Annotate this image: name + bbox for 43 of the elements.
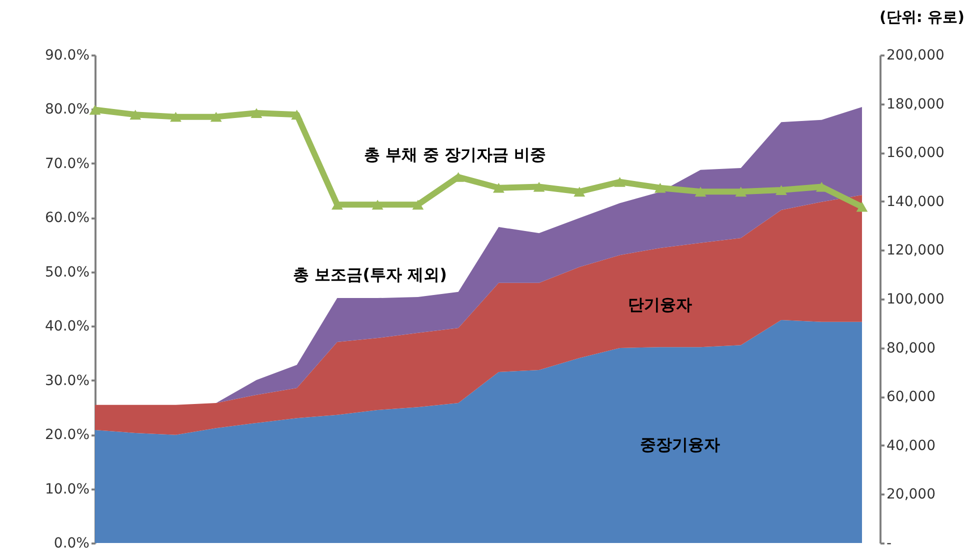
y-tick-label: 70.0%	[45, 156, 90, 172]
point	[574, 186, 586, 197]
series-label: 단기융자	[628, 295, 692, 314]
point	[412, 200, 424, 210]
y2-tick-label: 180,000	[886, 96, 944, 112]
point	[291, 110, 303, 120]
point	[533, 182, 545, 192]
y-tick-label: 30.0%	[45, 372, 90, 389]
y-tick-label: 90.0%	[45, 48, 90, 64]
point	[654, 182, 666, 193]
point	[735, 186, 747, 197]
y-tick-label: 10.0%	[45, 481, 90, 498]
point	[856, 202, 868, 212]
y-tick-label: 40.0%	[45, 318, 90, 335]
y2-tick-label: 100,000	[886, 292, 944, 308]
y2-tick-label: 160,000	[886, 145, 944, 162]
y2-tick-label: 200,000	[886, 48, 944, 64]
y2-tick-label: 120,000	[886, 242, 944, 259]
point	[614, 176, 626, 187]
text: (단위: 유로)	[880, 8, 964, 26]
point	[372, 200, 384, 210]
y2-tick-label: 40,000	[886, 438, 936, 454]
point	[210, 112, 222, 122]
y-tick-label: 20.0%	[45, 427, 90, 444]
y2-tick-label: 140,000	[886, 194, 944, 210]
y-tick-label: 0.0%	[54, 536, 90, 552]
y2-tick-label: 20,000	[886, 486, 936, 503]
point	[250, 108, 262, 118]
y2-tick-label: 60,000	[886, 389, 936, 406]
y-tick-label: 60.0%	[45, 210, 90, 226]
y2-tick-label: -	[886, 536, 892, 552]
point	[492, 182, 504, 193]
point	[776, 185, 787, 195]
y2-tick-label: 80,000	[886, 340, 936, 356]
point	[170, 112, 182, 122]
y-tick-label: 50.0%	[45, 264, 90, 280]
series-label: 중장기융자	[640, 435, 720, 454]
y-tick-label: 80.0%	[45, 102, 90, 118]
series-label: 총 부채 중 장기자금 비중	[364, 145, 546, 164]
point	[694, 186, 706, 197]
series-label: 총 보조금(투자 제외)	[293, 265, 447, 284]
point	[130, 110, 142, 120]
point	[89, 104, 101, 115]
